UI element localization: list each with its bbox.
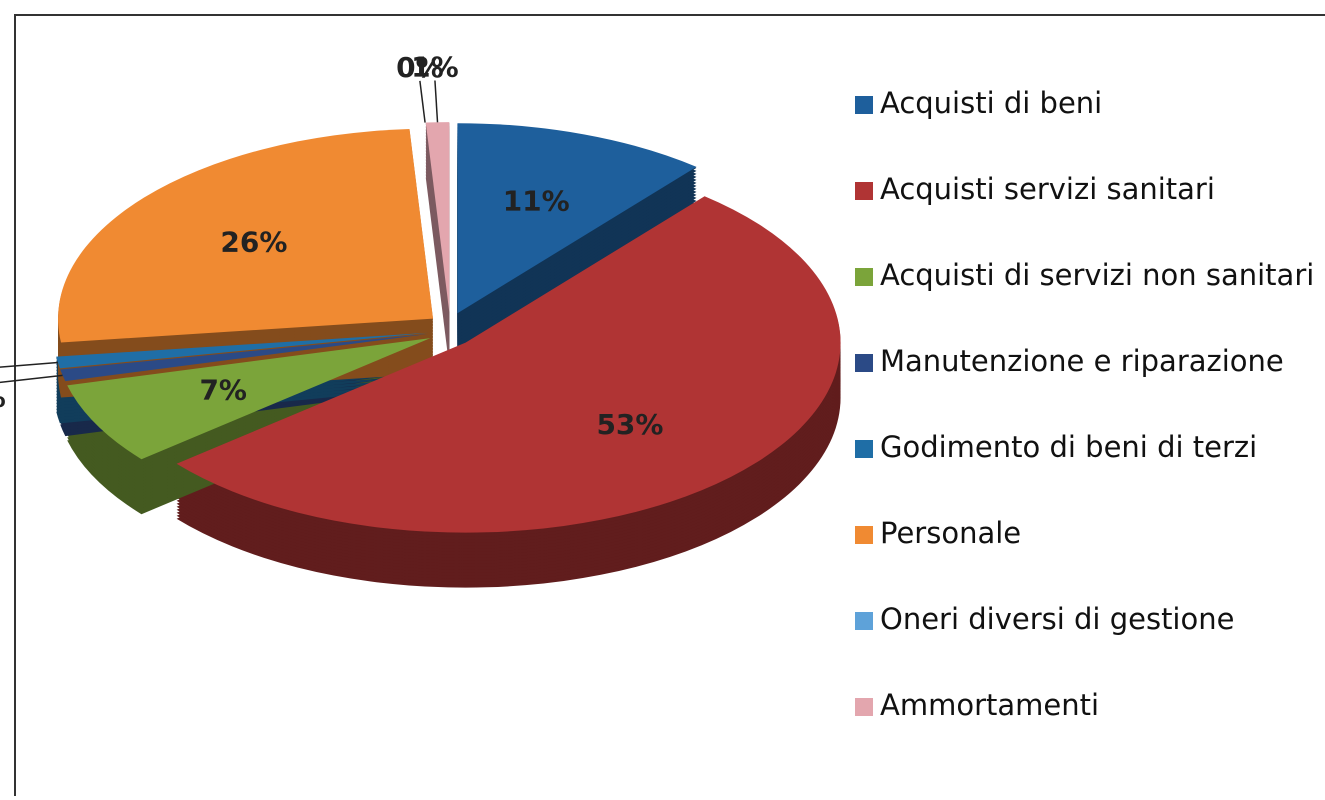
legend-swatch [855, 354, 873, 372]
legend-swatch [855, 612, 873, 630]
data-label: 53% [596, 408, 663, 441]
data-label: 7% [199, 374, 247, 407]
data-label: 1% [411, 50, 459, 83]
legend-swatch [855, 96, 873, 114]
legend-label: Acquisti di beni [880, 86, 1102, 120]
legend-label: Manutenzione e riparazione [880, 344, 1284, 378]
legend-label: Godimento di beni di terzi [880, 430, 1257, 464]
data-label: 11% [503, 184, 570, 217]
legend-swatch [855, 698, 873, 716]
legend-label: Oneri diversi di gestione [880, 602, 1234, 636]
legend-label: Acquisti servizi sanitari [880, 172, 1215, 206]
data-label: 26% [220, 226, 287, 259]
legend-label: Acquisti di servizi non sanitari [880, 258, 1314, 292]
legend-swatch [855, 526, 873, 544]
legend-label: Personale [880, 516, 1021, 550]
legend-swatch [855, 440, 873, 458]
data-label: 1% [0, 380, 6, 413]
legend-swatch [855, 268, 873, 286]
legend-swatch [855, 182, 873, 200]
legend-label: Ammortamenti [880, 688, 1099, 722]
